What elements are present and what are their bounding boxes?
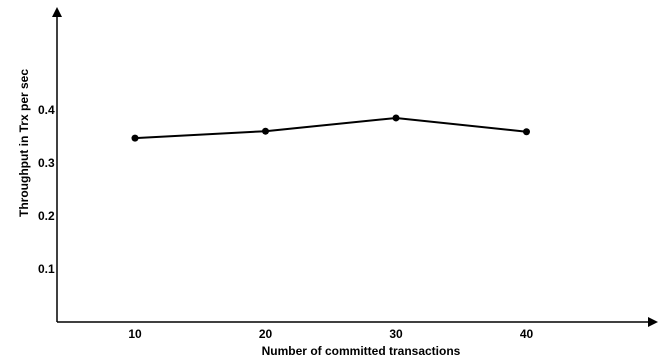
axes <box>52 7 658 327</box>
x-tick-label: 30 <box>389 327 403 341</box>
data-point <box>262 127 269 135</box>
series-line <box>134 116 527 140</box>
series-layer <box>131 114 530 142</box>
data-point <box>392 114 400 122</box>
data-point <box>523 128 530 136</box>
y-tick-label: 0.4 <box>38 103 55 117</box>
data-point <box>131 134 139 142</box>
x-tick-label: 40 <box>520 327 534 341</box>
x-tick-label: 20 <box>259 327 273 341</box>
y-tick-label: 0.3 <box>38 156 55 170</box>
x-tick-label: 10 <box>128 327 142 341</box>
y-tick-label: 0.1 <box>38 262 55 276</box>
x-tick-labels: 10 20 30 40 <box>128 327 533 341</box>
y-tick-label: 0.2 <box>38 209 55 223</box>
y-axis-label: Throughput in Trx per sec <box>17 69 31 217</box>
x-axis-label: Number of committed transactions <box>262 344 461 358</box>
y-tick-labels: 0.1 0.2 0.3 0.4 <box>38 103 55 276</box>
y-axis-arrow-icon <box>52 7 62 17</box>
x-axis-arrow-icon <box>648 317 658 327</box>
